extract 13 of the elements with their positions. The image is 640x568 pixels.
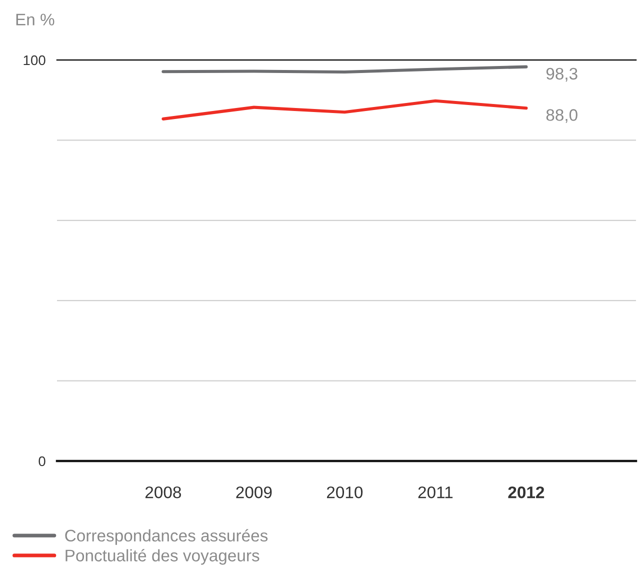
y-tick-label: 100 [24,55,46,66]
x-tick-label: 2011 [418,486,453,498]
x-tick-label: 2012 [508,486,544,498]
x-tick-label: 2008 [145,486,181,498]
y-axis-title: En % [16,14,54,26]
data-label: 98,3 [546,68,578,82]
legend-label: Correspondances assurées [65,529,268,545]
line-series [162,99,528,120]
y-tick-label: 0 [38,456,46,466]
x-tick-label: 2010 [326,486,363,498]
x-tick-label: 2009 [236,486,272,498]
data-label: 88,0 [546,109,578,123]
legend-label: Ponctualité des voyageurs [66,549,260,565]
